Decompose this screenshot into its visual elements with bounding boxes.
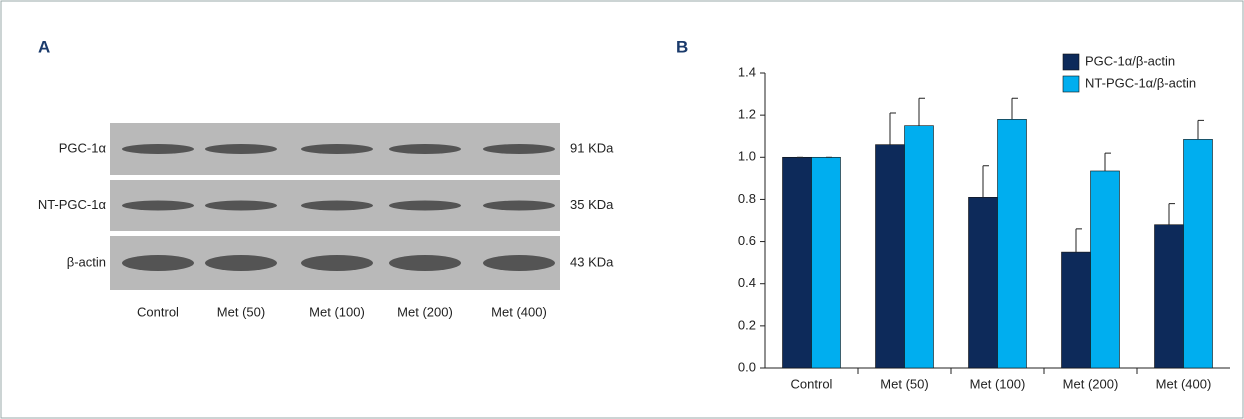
size-label: 43 KDa [570,254,614,269]
y-tick-label: 0.4 [738,275,756,290]
blot-band [122,255,194,271]
bar [1062,252,1091,368]
legend-label: NT-PGC-1α/β-actin [1085,75,1196,90]
x-tick-label: Met (100) [970,376,1026,391]
lane-label: Met (400) [491,304,547,319]
blot-band [389,255,461,271]
bar [876,145,905,368]
blot-band [483,201,555,211]
y-tick-label: 0.0 [738,359,756,374]
legend-label: PGC-1α/β-actin [1085,53,1175,68]
legend-swatch [1063,76,1079,92]
bar [905,126,934,368]
panel-label: A [38,37,50,56]
panel-label: B [676,37,688,56]
blot-band [122,144,194,154]
bar [998,119,1027,368]
blot-band [205,255,277,271]
lane-label: Met (200) [397,304,453,319]
legend-swatch [1063,54,1079,70]
blot-band [389,144,461,154]
row-label: β-actin [67,254,106,269]
blot-band [483,144,555,154]
error-bar [1169,204,1175,225]
blot-band [389,201,461,211]
bar [812,157,841,368]
blot-band [301,144,373,154]
row-label: NT-PGC-1α [38,197,107,212]
bar [1091,171,1120,368]
error-bar [919,98,925,125]
x-tick-label: Met (200) [1063,376,1119,391]
y-tick-label: 1.2 [738,107,756,122]
y-tick-label: 0.2 [738,317,756,332]
blot-band [483,255,555,271]
error-bar [1198,120,1204,139]
blot-band [301,201,373,211]
row-label: PGC-1α [59,140,107,155]
size-label: 91 KDa [570,140,614,155]
figure: A B PGC-1α 91 KDa NT-PGC-1α 35 KDa β-actin 43… [0,0,1244,419]
blot-band [205,201,277,211]
x-tick-label: Met (400) [1156,376,1212,391]
bar [1155,225,1184,368]
blot-band [122,201,194,211]
bar [783,157,812,368]
x-tick-label: Met (50) [880,376,928,391]
lane-label: Met (100) [309,304,365,319]
bar [969,197,998,368]
blot-band [301,255,373,271]
y-tick-label: 0.6 [738,233,756,248]
error-bar [1105,153,1111,171]
x-tick-label: Control [791,376,833,391]
error-bar [983,166,989,198]
lane-label: Met (50) [217,304,265,319]
bar [1184,139,1213,368]
size-label: 35 KDa [570,197,614,212]
error-bar [890,113,896,145]
lane-label: Control [137,304,179,319]
error-bar [1012,98,1018,119]
page: {"panel_a": {"label": "A", "rows": [{"la… [0,0,1244,419]
blot-band [205,144,277,154]
y-tick-label: 0.8 [738,191,756,206]
error-bar [1076,229,1082,252]
y-tick-label: 1.0 [738,149,756,164]
y-tick-label: 1.4 [738,64,756,79]
